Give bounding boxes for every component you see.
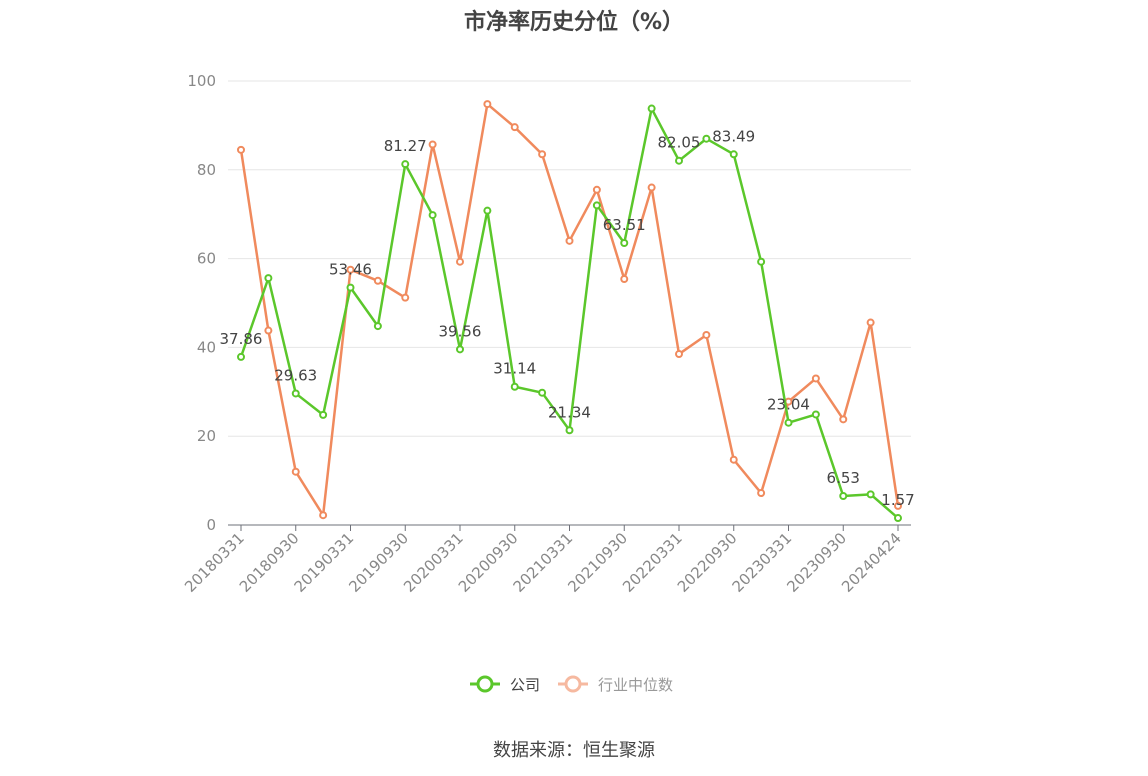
data-point-company (811, 410, 820, 419)
data-point-company (237, 352, 245, 361)
data-point-industry (647, 183, 656, 192)
data-point-company (866, 490, 875, 499)
data-point-industry (401, 293, 410, 302)
data-point-industry (839, 415, 848, 424)
data-point-industry (620, 275, 629, 284)
data-point-industry (456, 257, 464, 266)
legend-marker-industry (564, 675, 582, 693)
series (237, 100, 902, 523)
data-point-industry (373, 276, 382, 285)
y-tick-label: 40 (197, 338, 216, 356)
data-label: 63.51 (603, 216, 646, 234)
data-label: 53.46 (329, 261, 372, 279)
data-label: 83.49 (712, 127, 755, 145)
data-point-industry (811, 374, 820, 383)
data-point-industry (264, 326, 273, 335)
data-label: 31.14 (493, 360, 536, 378)
data-point-company (319, 410, 328, 419)
legend-item-industry[interactable]: 行业中位数 (558, 675, 673, 694)
y-tick-label: 80 (197, 161, 216, 179)
data-point-company (428, 211, 437, 220)
data-point-company (647, 104, 656, 113)
x-tick-label: 20240424 (838, 529, 905, 596)
data-label: 6.53 (827, 469, 860, 487)
data-point-industry (729, 455, 738, 464)
data-label: 39.56 (439, 322, 482, 340)
data-point-company (401, 160, 410, 169)
data-point-industry (346, 265, 355, 274)
data-point-company (291, 389, 300, 398)
legend-label-company: 公司 (510, 676, 540, 694)
data-point-industry (237, 145, 245, 154)
legend[interactable]: 公司 行业中位数 (470, 675, 673, 694)
data-point-company (483, 206, 492, 215)
data-point-company (346, 283, 355, 292)
data-point-company (373, 322, 382, 331)
legend-item-company[interactable]: 公司 (470, 675, 540, 694)
data-point-industry (702, 330, 711, 339)
series-line-industry (239, 102, 900, 517)
legend-marker-company (476, 675, 494, 693)
data-point-company (592, 201, 601, 210)
data-point-company (894, 514, 902, 523)
y-tick-label: 0 (206, 516, 216, 534)
y-tick-label: 100 (187, 72, 216, 90)
data-label: 82.05 (658, 134, 701, 152)
data-point-company (839, 492, 848, 501)
data-label: 29.63 (274, 366, 317, 384)
data-point-company (538, 388, 547, 397)
source-note: 数据来源：恒生聚源 (493, 740, 655, 761)
y-tick-label: 60 (197, 250, 216, 268)
data-point-industry (866, 318, 875, 327)
data-point-company (620, 239, 629, 248)
data-point-company (702, 134, 711, 143)
data-point-industry (565, 236, 574, 245)
data-point-company (784, 418, 793, 427)
data-point-industry (428, 140, 437, 149)
data-point-industry (894, 501, 902, 510)
data-point-company (565, 426, 574, 435)
data-point-company (510, 382, 519, 391)
data-label: 23.04 (767, 396, 810, 414)
data-label: 37.86 (220, 330, 263, 348)
data-label: 1.57 (881, 491, 914, 509)
data-point-industry (757, 489, 766, 498)
data-point-industry (538, 150, 547, 159)
data-point-industry (319, 511, 328, 520)
chart-title: 市净率历史分位（%） (463, 10, 685, 35)
data-point-company (456, 345, 464, 354)
data-label: 81.27 (384, 137, 427, 155)
y-tick-label: 20 (197, 427, 216, 445)
legend-label-industry: 行业中位数 (598, 676, 673, 694)
data-point-industry (675, 350, 683, 359)
data-label: 21.34 (548, 403, 591, 421)
data-point-industry (510, 123, 519, 132)
data-point-company (757, 257, 766, 266)
data-point-industry (483, 100, 492, 109)
axes: 0204060801002018033120180930201903312019… (181, 72, 911, 596)
data-point-industry (291, 467, 300, 476)
data-point-company (264, 274, 273, 283)
data-point-company (675, 156, 683, 165)
data-labels: 37.86 29.63 53.46 81.27 39.56 31.14 21.34 63.51… (220, 127, 915, 509)
data-point-company (729, 150, 738, 159)
data-point-industry (592, 185, 601, 194)
